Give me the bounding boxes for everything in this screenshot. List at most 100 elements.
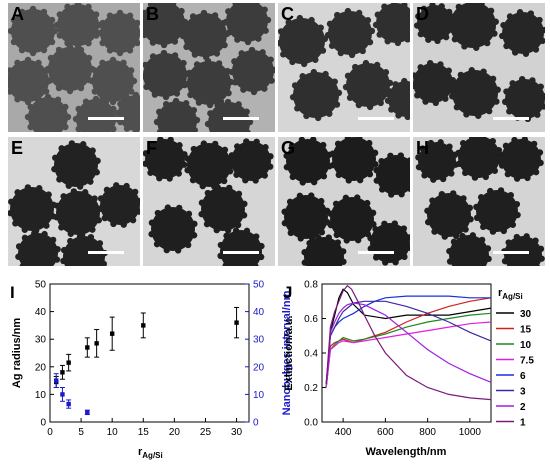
micrograph-b-image <box>143 3 275 132</box>
chart-i-point <box>85 410 90 415</box>
chart-j-y-tick-label: 0.4 <box>304 349 318 360</box>
nanoparticle <box>450 3 496 48</box>
nanoparticle <box>376 155 410 195</box>
micrograph-d: D <box>413 3 545 132</box>
chart-j-y-tick-label: 0.2 <box>304 383 318 394</box>
chart-j-legend-title: rAg/Si <box>498 287 523 301</box>
chart-i-y-tick-label-right: 50 <box>253 280 265 291</box>
chart-j-y-label: Extinction/a.u. <box>283 315 295 390</box>
nanoparticle <box>293 72 339 118</box>
chart-i-x-label-sub: Ag/Si <box>142 451 162 460</box>
nanoparticle <box>304 237 344 266</box>
chart-j-legend-label: 10 <box>520 340 532 351</box>
nanoparticle <box>220 230 262 266</box>
panel-label-f: F <box>146 138 157 158</box>
scale-bar <box>493 117 529 120</box>
micrograph-d-image <box>413 3 545 132</box>
nanoparticle <box>118 95 140 131</box>
nanoparticle <box>63 236 105 266</box>
panel-label-e: E <box>11 138 24 158</box>
nanoparticle <box>151 207 195 251</box>
nanoparticle <box>201 187 245 231</box>
chart-i-point <box>66 360 71 365</box>
nanoparticle <box>92 60 134 102</box>
chart-i-y-tick-label: 20 <box>35 362 47 373</box>
chart-i-y-tick-label-right: 20 <box>253 362 265 373</box>
panel-label-c: C <box>281 4 294 24</box>
panel-label-d: D <box>416 4 429 24</box>
scale-bar <box>358 117 394 120</box>
chart-i-point <box>60 392 65 397</box>
nanoparticle <box>286 139 330 183</box>
chart-i-y-tick-label: 30 <box>35 335 47 346</box>
panel-label-a: A <box>11 4 24 24</box>
chart-j-series-line <box>325 284 492 401</box>
chart-i-x-tick-label: 20 <box>169 427 181 438</box>
nanoparticle <box>427 193 471 237</box>
nanoparticle <box>452 70 498 116</box>
nanoparticle <box>157 101 197 132</box>
nanoparticle <box>284 195 328 239</box>
nanoparticle <box>10 187 54 231</box>
chart-j-y-tick-label: 0.8 <box>304 280 318 291</box>
chart-i-point <box>60 370 65 375</box>
chart-j-x-tick-label: 800 <box>419 427 436 438</box>
chart-j-legend-title-sub: Ag/Si <box>502 292 522 301</box>
chart-j-series-line <box>325 297 492 388</box>
nanoparticle <box>57 4 99 46</box>
micrograph-e-image <box>8 137 140 266</box>
panel-label-b: B <box>146 4 159 24</box>
chart-i-point <box>66 401 71 407</box>
micrograph-g: G <box>278 137 410 266</box>
nanoparticle <box>100 13 140 53</box>
micrograph-h-image <box>413 137 545 266</box>
nanoparticle <box>8 60 49 102</box>
nanoparticle <box>11 9 55 53</box>
nanoparticle <box>388 81 410 117</box>
chart-j-series-line <box>325 288 492 388</box>
chart-i-point <box>94 341 99 346</box>
scale-bar <box>88 251 124 254</box>
nanoparticle <box>48 47 92 91</box>
chart-j-legend-label: 7.5 <box>520 356 534 367</box>
nanoparticle <box>376 3 410 43</box>
nanoparticle <box>417 5 453 41</box>
chart-i-frame <box>49 283 250 423</box>
chart-j-series-line <box>325 302 492 385</box>
nanoparticle <box>76 99 116 132</box>
chart-i-y-tick-label: 50 <box>35 280 47 291</box>
micrograph-e: E <box>8 137 140 266</box>
chart-i-point <box>54 378 59 383</box>
nanoparticle <box>232 50 274 92</box>
chart-j-series-line <box>325 312 492 388</box>
chart-i-y-tick-label: 10 <box>35 390 47 401</box>
nanoparticle <box>449 235 489 266</box>
nanoparticle <box>418 142 456 180</box>
chart-i-y-tick-label: 40 <box>35 307 47 318</box>
scale-bar <box>358 251 394 254</box>
nanoparticle <box>231 141 271 181</box>
nanoparticle <box>18 233 58 266</box>
nanoparticle <box>143 3 185 45</box>
chart-j-legend-label: 1 <box>520 418 526 429</box>
chart-j-frame <box>321 283 492 423</box>
chart-i-x-label-main: r <box>138 446 143 458</box>
chart-i-x-tick-label: 10 <box>107 427 119 438</box>
micrograph-c: C <box>278 3 410 132</box>
chart-i-y-tick-label-right: 30 <box>253 335 265 346</box>
nanoparticle <box>143 53 187 97</box>
nanoparticle <box>332 137 376 181</box>
micrograph-f: F <box>143 137 275 266</box>
chart-i-y-label: Ag radius/nm <box>11 318 23 389</box>
chart-i-point <box>54 379 59 385</box>
chart-i-x-tick-label: 5 <box>78 427 84 438</box>
chart-i-point <box>85 345 90 350</box>
chart-j-x-tick-label: 400 <box>335 427 352 438</box>
scale-bar <box>223 251 259 254</box>
nanoparticle <box>505 79 545 119</box>
chart-i-x-tick-label: 30 <box>231 427 243 438</box>
chart-j-panel-label: J <box>283 283 292 302</box>
chart-j-x-tick-label: 1000 <box>459 427 482 438</box>
chart-j-x-label: Wavelength/nm <box>366 446 447 458</box>
nanoparticle <box>187 61 231 105</box>
